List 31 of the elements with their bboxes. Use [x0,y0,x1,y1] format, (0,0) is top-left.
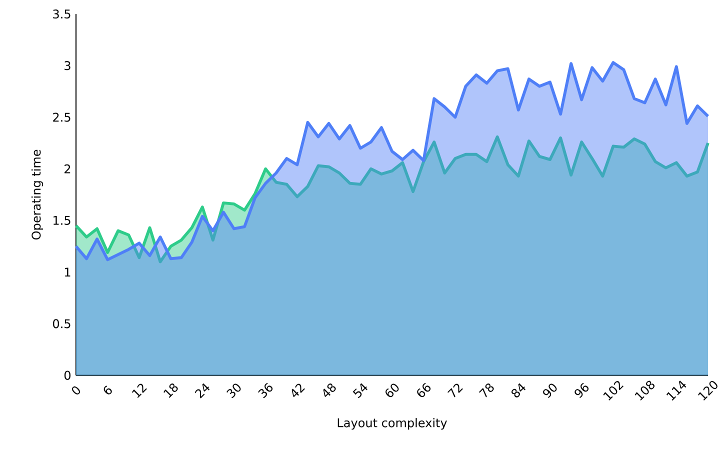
x-tick-label: 36 [258,382,273,398]
y-tick-label: 2 [64,164,70,174]
y-tick-label: 3.5 [53,9,70,19]
x-tick-label: 6 [104,386,112,394]
x-tick-label: 18 [164,384,178,398]
x-tick-label: 0 [72,386,80,394]
x-tick-label: 42 [292,384,305,398]
x-tick-label: 90 [543,384,557,398]
y-tick-label: 1.5 [54,216,70,225]
y-tick-label: 1 [64,268,70,276]
x-tick-label: 54 [352,383,368,398]
y-tick-label: 0 [64,370,70,380]
x-tick-label: 12 [132,384,147,398]
x-tick-label: 24 [194,383,210,398]
x-tick-label: 96 [574,382,589,398]
x-axis-title: Layout complexity [338,418,447,430]
y-tick-label: 0.5 [53,319,70,328]
x-tick-label: 114 [666,380,686,401]
y-tick-label: 2.5 [53,112,70,122]
x-tick-label: 84 [511,383,526,398]
x-tick-label: 78 [478,384,494,398]
x-tick-label: 102 [603,381,624,401]
x-tick-label: 108 [634,380,655,401]
x-tick-label: 66 [417,382,431,398]
y-tick-label: 3 [64,61,70,70]
x-tick-label: 72 [447,384,463,398]
x-tick-label: 120 [698,380,718,401]
x-tick-label: 30 [226,384,241,398]
x-tick-label: 48 [323,384,336,398]
x-tick-label: 60 [386,384,399,398]
y-axis-title: Operating time [31,150,44,240]
